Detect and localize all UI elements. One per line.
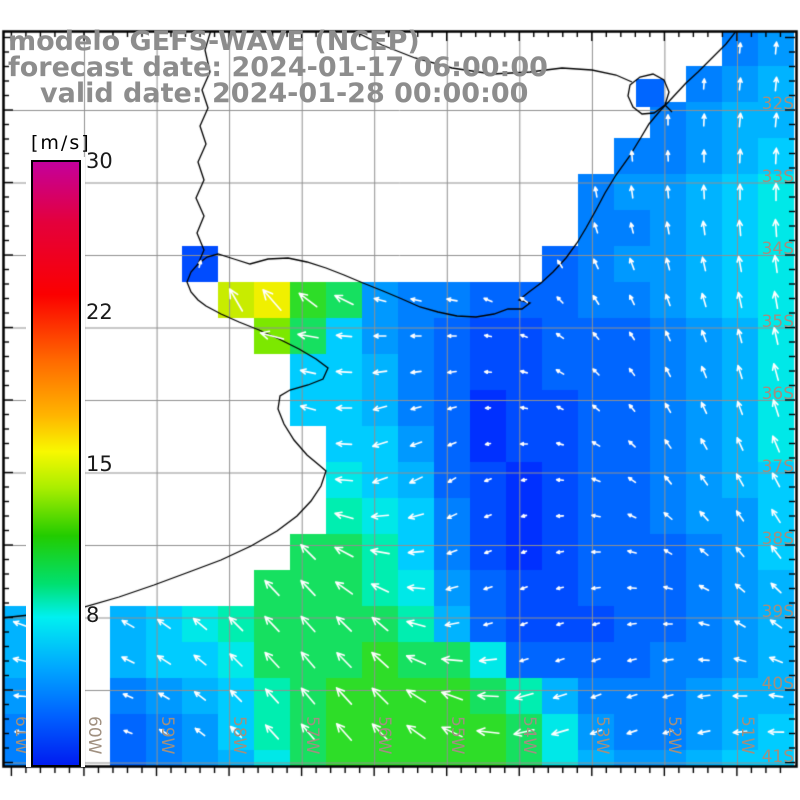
lon-label: 57W — [301, 716, 322, 755]
lon-label: 55W — [446, 716, 467, 755]
valid-date-label: valid date: 2024-01-28 00:00:00 — [40, 78, 529, 109]
lat-label: 39S — [761, 601, 794, 622]
lon-label: 60W — [84, 716, 104, 755]
lat-label: 40S — [761, 674, 794, 694]
lat-label: 35S — [761, 311, 794, 332]
colorbar-gradient — [31, 160, 81, 767]
colorbar-tick-label: 30 — [86, 149, 113, 173]
lon-label: 56W — [374, 716, 395, 755]
model-title: modelo GEFS-WAVE (NCEP) — [8, 26, 420, 57]
lat-label: 37S — [761, 456, 794, 477]
lat-label: 33S — [761, 166, 794, 187]
lat-label: 34S — [761, 239, 794, 259]
lon-label: 53W — [591, 716, 612, 755]
forecast-date-label: forecast date: 2024-01-17 06:00:00 — [8, 52, 548, 83]
lat-label: 41S — [761, 746, 794, 767]
lon-label: 58W — [229, 716, 250, 755]
lat-label: 32S — [761, 94, 794, 114]
colorbar-tick-label: 22 — [86, 300, 113, 325]
lon-label: 59W — [156, 716, 177, 755]
lon-label: 52W — [664, 716, 685, 755]
lon-label: 54W — [519, 716, 540, 755]
lat-label: 36S — [761, 384, 794, 404]
colorbar-tick-label: 8 — [86, 602, 100, 627]
lat-label: 38S — [761, 529, 794, 549]
colorbar-tick-label: 15 — [86, 451, 113, 476]
colorbar-unit-label: [m/s] — [31, 132, 91, 154]
